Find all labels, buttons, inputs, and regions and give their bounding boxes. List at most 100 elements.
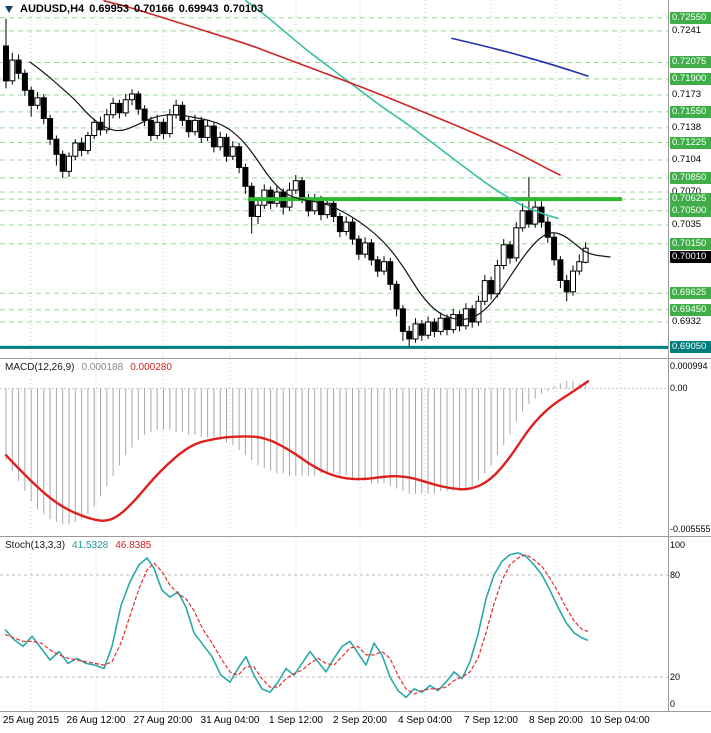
time-axis-label: 2 Sep 20:00	[333, 715, 387, 726]
candle-body	[135, 93, 142, 110]
candle-body	[456, 314, 463, 327]
time-axis[interactable]: 25 Aug 2015 26 Aug 12:00 27 Aug 20:00 31 Au…	[0, 712, 711, 733]
candle-body	[292, 180, 299, 191]
price-axis-label: 0.7241	[672, 25, 702, 36]
candle-body	[248, 185, 255, 217]
high-value: 0.70166	[133, 3, 174, 15]
panel-separator[interactable]	[0, 711, 711, 712]
candle-body	[267, 189, 274, 204]
horizontal-level-lines	[0, 17, 668, 348]
time-axis-label: 7 Sep 12:00	[464, 715, 518, 726]
macd-signal-value: 0.000280	[130, 362, 172, 373]
candle-body	[500, 244, 507, 267]
candle-body	[34, 97, 41, 106]
candle-body	[368, 242, 375, 261]
time-axis-label: 1 Sep 12:00	[269, 715, 323, 726]
price-axis-label: 0.7104	[672, 154, 702, 165]
candle-body	[3, 45, 9, 82]
level-price-tag: 0.69450	[670, 304, 711, 316]
symbol-marker-icon	[5, 5, 13, 13]
vertical-gridlines	[30, 537, 621, 711]
close-value: 0.70103	[223, 3, 264, 15]
candle-body	[242, 167, 249, 187]
candle-body	[532, 206, 539, 225]
candle-body	[399, 308, 406, 332]
chart-ohlc-header: AUDUSD,H4 0.69953 0.70166 0.69943 0.7010…	[5, 3, 263, 15]
level-price-tag: 0.71900	[670, 73, 711, 85]
level-price-tag: 0.72550	[670, 12, 711, 24]
macd-indicator-header: MACD(12,26,9) 0.000188 0.000280	[5, 362, 172, 373]
candle-body	[513, 227, 520, 259]
candle-body	[544, 221, 551, 238]
candle-body	[21, 72, 28, 91]
level-price-tag: 0.70850	[670, 172, 711, 184]
time-axis-label: 27 Aug 20:00	[133, 715, 193, 726]
candle-body	[582, 247, 589, 263]
candle-body	[475, 300, 482, 323]
main-price-panel[interactable]	[0, 0, 668, 358]
candle-body	[362, 242, 369, 255]
candle-body	[229, 146, 236, 157]
time-axis-label: 10 Sep 04:00	[590, 715, 650, 726]
price-axis-label: 0.7070	[672, 186, 702, 197]
stoch-axis-label: 0	[670, 699, 676, 709]
symbol-period-label: AUDUSD,H4	[20, 3, 85, 15]
candle-body	[412, 323, 419, 340]
level-price-tag: 0.72075	[670, 56, 711, 68]
candle-body	[103, 114, 110, 131]
macd-axis-label: 0.000994	[670, 361, 708, 371]
panel-separator[interactable]	[0, 536, 711, 537]
candle-body	[72, 142, 79, 157]
stoch-d-value: 46.8385	[115, 540, 152, 551]
vertical-gridlines	[30, 0, 621, 358]
level-price-tag: 0.70150	[670, 238, 711, 250]
low-value: 0.69943	[178, 3, 219, 15]
level-price-tag: 0.71550	[670, 106, 711, 118]
macd-signal-line	[4, 380, 590, 522]
price-axis-label: 0.7138	[672, 122, 702, 133]
candle-body	[507, 244, 513, 259]
ma-medium-teal	[245, 0, 559, 220]
candle-body	[198, 119, 205, 138]
candle-body	[236, 146, 243, 169]
candle-body	[59, 153, 66, 172]
candle-body	[78, 142, 85, 151]
candle-body	[519, 210, 526, 229]
candles	[3, 18, 589, 347]
candle-body	[418, 323, 425, 336]
candle-body	[110, 102, 117, 116]
level-price-tag: 0.69625	[670, 287, 711, 299]
price-axis-label: 0.7173	[672, 89, 702, 100]
stoch-axis-label: 100	[670, 540, 686, 550]
candle-body	[563, 280, 570, 293]
candle-body	[204, 125, 211, 138]
panel-separator[interactable]	[0, 358, 711, 359]
candle-body	[318, 199, 324, 216]
candle-body	[576, 261, 583, 272]
candle-body	[469, 308, 476, 323]
candle-body	[217, 136, 224, 148]
candle-body	[374, 259, 381, 272]
stoch-name-label: Stoch(13,3,3)	[5, 540, 66, 551]
candle-body	[393, 283, 400, 310]
price-axis[interactable]: 0.72550 0.7241 0.72075 0.71900 0.7173 0.71550…	[668, 0, 711, 711]
time-axis-label: 26 Aug 12:00	[66, 715, 126, 726]
candle-body	[116, 102, 123, 114]
candle-body	[444, 317, 450, 331]
candle-body	[324, 202, 331, 216]
candle-body	[185, 119, 192, 133]
level-price-tag: 0.71225	[670, 137, 711, 149]
candle-body	[141, 108, 148, 121]
candle-body	[481, 280, 488, 302]
price-axis-label: 0.6932	[672, 316, 702, 327]
stochastic-panel[interactable]	[0, 537, 668, 711]
stoch-k-line	[4, 552, 589, 699]
macd-panel[interactable]	[0, 359, 668, 535]
candle-body	[450, 314, 457, 331]
candle-body	[53, 138, 60, 155]
candle-body	[525, 210, 532, 225]
candle-body	[570, 270, 576, 293]
time-axis-label: 31 Aug 04:00	[200, 715, 260, 726]
candle-body	[425, 321, 432, 336]
